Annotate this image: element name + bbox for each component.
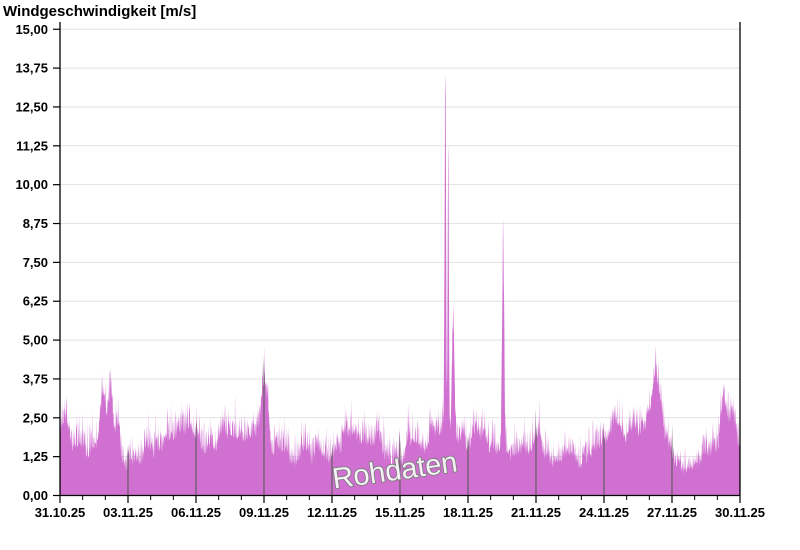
svg-text:06.11.25: 06.11.25 [171,505,221,520]
svg-text:15,00: 15,00 [15,22,48,37]
svg-text:24.11.25: 24.11.25 [579,505,629,520]
svg-text:21.11.25: 21.11.25 [511,505,561,520]
svg-text:11,25: 11,25 [16,138,48,153]
svg-text:0,00: 0,00 [23,488,48,503]
svg-text:13,75: 13,75 [15,61,48,76]
svg-text:1,25: 1,25 [23,449,48,464]
svg-text:15.11.25: 15.11.25 [375,505,425,520]
svg-text:12,50: 12,50 [15,99,48,114]
svg-text:8,75: 8,75 [23,216,48,231]
svg-text:09.11.25: 09.11.25 [239,505,289,520]
svg-text:31.10.25: 31.10.25 [35,505,86,520]
svg-text:3,75: 3,75 [23,371,48,386]
svg-text:18.11.25: 18.11.25 [443,505,493,520]
svg-text:6,25: 6,25 [23,294,48,309]
svg-text:12.11.25: 12.11.25 [307,505,357,520]
svg-text:27.11.25: 27.11.25 [647,505,697,520]
svg-text:03.11.25: 03.11.25 [103,505,153,520]
svg-text:10,00: 10,00 [15,177,48,192]
svg-text:7,50: 7,50 [23,255,48,270]
svg-text:30.11.25: 30.11.25 [715,505,765,520]
svg-text:2,50: 2,50 [23,410,48,425]
svg-text:5,00: 5,00 [23,333,48,348]
